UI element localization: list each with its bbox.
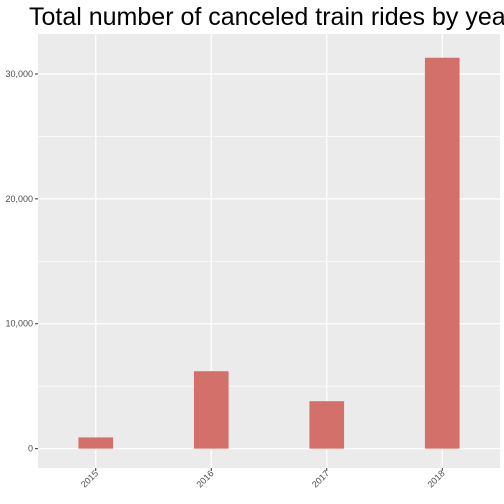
y-tick-label: 20,000 [5,194,33,204]
x-tick-label: 2015 [79,468,100,489]
bar-2017 [309,401,345,449]
x-tick-label: 2018 [425,468,446,489]
bar-2016 [193,371,229,449]
bar-2018 [424,57,460,449]
y-tick-label: 0 [28,444,33,454]
x-tick-label: 2017 [310,468,331,489]
chart-title: Total number of canceled train rides by … [29,3,504,31]
panel-background [38,34,500,468]
y-tick-label: 30,000 [5,69,33,79]
bars [78,57,460,449]
y-tick-label: 10,000 [5,319,33,329]
x-tick-label: 2016 [194,468,215,489]
bar-2015 [78,437,114,449]
